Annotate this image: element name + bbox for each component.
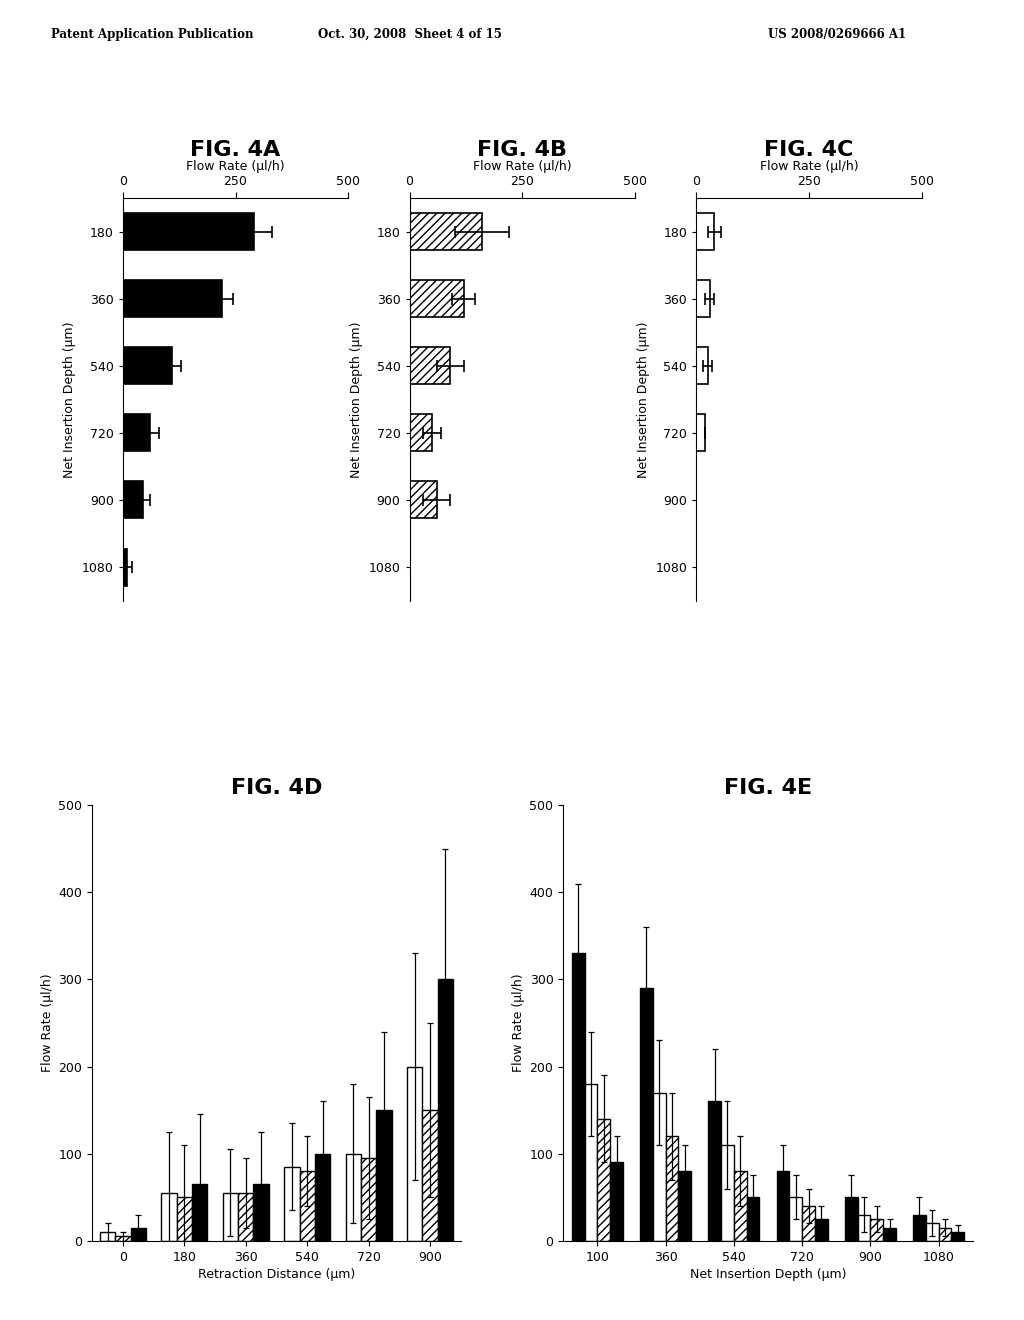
Title: FIG. 4C: FIG. 4C — [764, 140, 854, 160]
Bar — [407, 1067, 422, 1241]
X-axis label: Net Insertion Depth (μm): Net Insertion Depth (μm) — [690, 1267, 846, 1280]
Title: FIG. 4B: FIG. 4B — [477, 140, 567, 160]
Bar — [696, 280, 710, 317]
Bar — [845, 1197, 858, 1241]
Bar — [100, 1232, 115, 1241]
Bar — [176, 1197, 193, 1241]
Bar — [571, 953, 585, 1241]
Bar — [870, 1220, 883, 1241]
Bar — [115, 1237, 131, 1241]
Bar — [123, 482, 143, 519]
Bar — [299, 1171, 315, 1241]
Bar — [696, 414, 706, 451]
Bar — [193, 1184, 207, 1241]
Title: FIG. 4A: FIG. 4A — [190, 140, 281, 160]
Bar — [410, 347, 451, 384]
Bar — [346, 1154, 361, 1241]
Bar — [360, 1158, 377, 1241]
Bar — [640, 989, 653, 1241]
X-axis label: Flow Rate (μl/h): Flow Rate (μl/h) — [186, 161, 285, 173]
Bar — [926, 1224, 939, 1241]
Bar — [858, 1214, 870, 1241]
Bar — [422, 1110, 438, 1241]
Bar — [913, 1214, 926, 1241]
Bar — [238, 1193, 254, 1241]
Bar — [438, 979, 453, 1241]
Bar — [790, 1197, 802, 1241]
Bar — [410, 482, 436, 519]
Bar — [883, 1228, 896, 1241]
Bar — [696, 347, 708, 384]
Bar — [776, 1171, 790, 1241]
Bar — [597, 1119, 610, 1241]
Y-axis label: Flow Rate (μl/h): Flow Rate (μl/h) — [41, 974, 54, 1072]
Bar — [223, 1193, 238, 1241]
Bar — [610, 1163, 623, 1241]
Bar — [585, 1084, 597, 1241]
X-axis label: Flow Rate (μl/h): Flow Rate (μl/h) — [760, 161, 858, 173]
Bar — [734, 1171, 746, 1241]
Bar — [123, 414, 150, 451]
Y-axis label: Net Insertion Depth (μm): Net Insertion Depth (μm) — [63, 321, 77, 478]
Bar — [315, 1154, 330, 1241]
Bar — [802, 1206, 815, 1241]
Text: Patent Application Publication: Patent Application Publication — [51, 28, 254, 41]
Text: US 2008/0269666 A1: US 2008/0269666 A1 — [768, 28, 906, 41]
Bar — [679, 1171, 691, 1241]
X-axis label: Flow Rate (μl/h): Flow Rate (μl/h) — [473, 161, 571, 173]
Bar — [131, 1228, 146, 1241]
Bar — [653, 1093, 666, 1241]
Bar — [254, 1184, 268, 1241]
Bar — [746, 1197, 760, 1241]
Bar — [123, 213, 254, 249]
Y-axis label: Net Insertion Depth (μm): Net Insertion Depth (μm) — [637, 321, 650, 478]
Bar — [951, 1232, 965, 1241]
Bar — [284, 1167, 299, 1241]
Bar — [721, 1144, 734, 1241]
Bar — [162, 1193, 176, 1241]
Bar — [939, 1228, 951, 1241]
Y-axis label: Flow Rate (μl/h): Flow Rate (μl/h) — [512, 974, 525, 1072]
Title: FIG. 4D: FIG. 4D — [230, 777, 323, 799]
Bar — [123, 549, 127, 586]
Bar — [815, 1220, 827, 1241]
X-axis label: Retraction Distance (μm): Retraction Distance (μm) — [198, 1267, 355, 1280]
Bar — [377, 1110, 391, 1241]
Bar — [709, 1101, 721, 1241]
Text: Oct. 30, 2008  Sheet 4 of 15: Oct. 30, 2008 Sheet 4 of 15 — [317, 28, 502, 41]
Bar — [410, 414, 432, 451]
Bar — [696, 213, 715, 249]
Y-axis label: Net Insertion Depth (μm): Net Insertion Depth (μm) — [350, 321, 364, 478]
Bar — [410, 280, 464, 317]
Bar — [123, 347, 172, 384]
Title: FIG. 4E: FIG. 4E — [724, 777, 812, 799]
Bar — [666, 1137, 678, 1241]
Bar — [123, 280, 222, 317]
Bar — [410, 213, 481, 249]
